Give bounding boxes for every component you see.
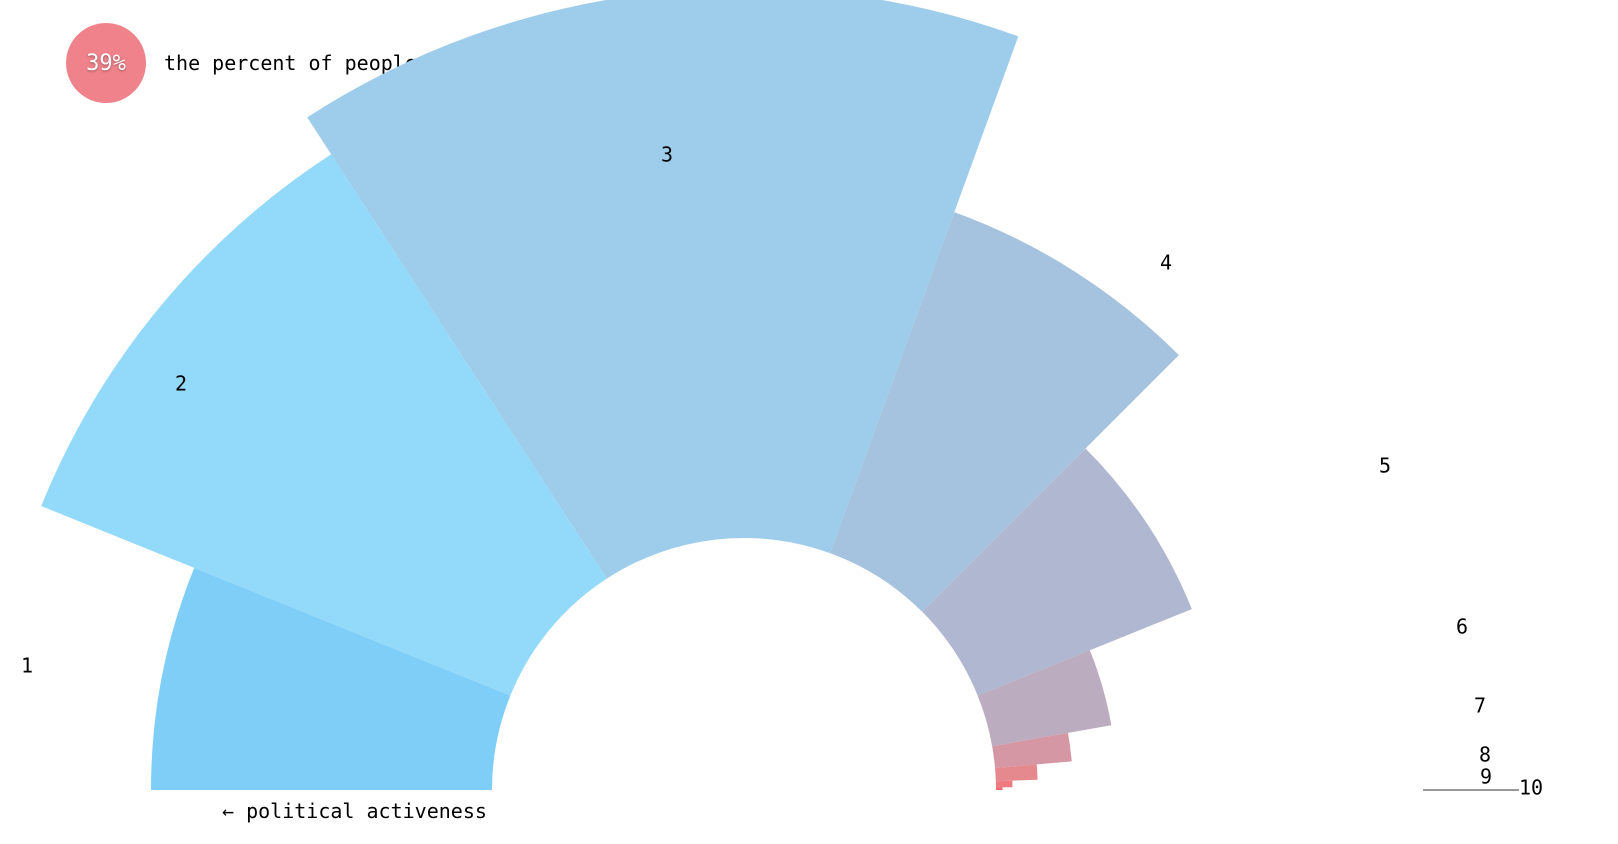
category-label-4: 4 [1160, 251, 1172, 275]
bar-8 [995, 764, 1038, 782]
bars-group [41, 0, 1192, 790]
stat-badge: 39% [66, 23, 146, 103]
bar-7 [992, 732, 1072, 769]
category-label-6: 6 [1456, 615, 1468, 639]
bar-1 [151, 567, 511, 790]
category-label-3: 3 [661, 143, 673, 167]
bar-3 [307, 0, 1019, 579]
category-label-8: 8 [1479, 743, 1491, 767]
bar-2 [41, 154, 607, 696]
category-label-10: 10 [1519, 776, 1543, 800]
category-label-9: 9 [1480, 765, 1492, 789]
category-label-5: 5 [1379, 454, 1391, 478]
category-label-2: 2 [175, 372, 187, 396]
bar-10 [995, 787, 1003, 790]
axis-label: ← political activeness [222, 799, 487, 823]
bar-6 [977, 650, 1112, 747]
category-label-1: 1 [21, 654, 33, 678]
bar-5 [922, 448, 1192, 696]
bar-4 [830, 212, 1179, 612]
category-label-7: 7 [1474, 694, 1486, 718]
category-labels: 1 2 3 4 5 6 7 89 10 [21, 143, 1543, 800]
bar-9 [995, 780, 1013, 788]
